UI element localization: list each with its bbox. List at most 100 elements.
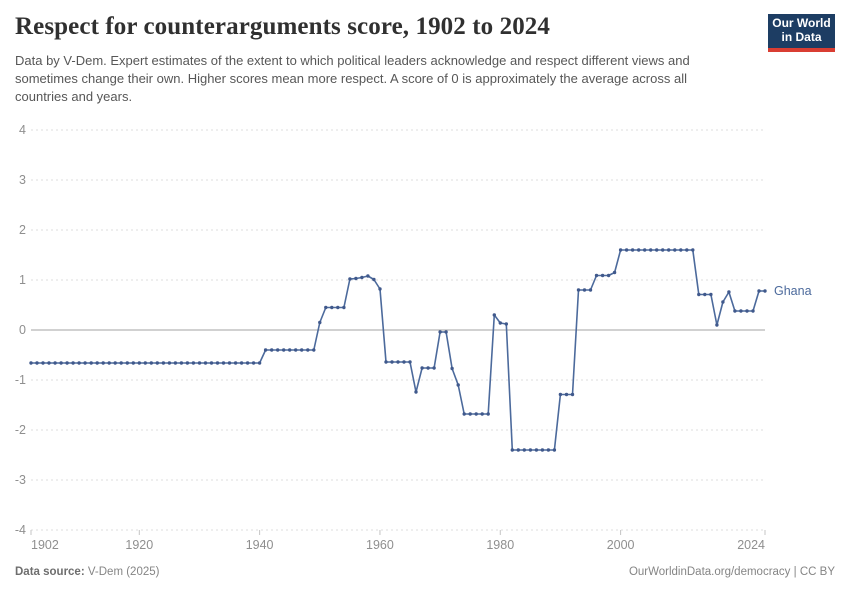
data-point	[83, 361, 87, 365]
data-point	[522, 448, 526, 452]
data-point	[245, 361, 250, 365]
data-point	[312, 348, 316, 352]
data-point	[576, 288, 581, 292]
data-point	[480, 412, 484, 416]
data-point	[294, 348, 298, 352]
data-point	[757, 289, 761, 293]
data-point	[221, 361, 226, 365]
y-tick-label: -2	[15, 423, 26, 437]
data-point	[191, 361, 196, 365]
data-point	[119, 361, 123, 365]
data-point	[763, 289, 767, 293]
data-point	[618, 248, 623, 252]
data-point	[342, 305, 346, 310]
data-point	[263, 348, 268, 352]
data-point	[564, 392, 569, 397]
data-point	[29, 361, 33, 365]
data-point	[203, 361, 208, 365]
y-gridlines	[31, 129, 765, 531]
data-point	[185, 361, 190, 365]
page-title: Respect for counterarguments score, 1902…	[15, 13, 551, 40]
data-point	[53, 361, 57, 365]
series-points-ghana	[29, 248, 767, 452]
data-point	[739, 309, 743, 313]
data-point	[41, 361, 45, 365]
data-point	[510, 448, 514, 452]
owid-logo-line2: in Data	[781, 30, 822, 44]
footer-separator: |	[793, 566, 797, 578]
data-point	[125, 361, 129, 365]
data-point	[390, 360, 394, 364]
data-point	[113, 361, 117, 365]
data-point	[673, 248, 677, 252]
y-tick-label: 1	[19, 273, 26, 287]
y-tick-label: 0	[19, 323, 26, 337]
data-point	[444, 330, 448, 334]
data-source-note: Data source: V-Dem (2025)	[15, 566, 159, 578]
data-point	[420, 366, 424, 370]
data-point	[77, 361, 81, 365]
data-point	[733, 309, 737, 313]
data-point	[643, 248, 647, 252]
y-axis-labels: 4 3 2 1 0 -1 -2 -3 -4	[15, 123, 26, 537]
data-point	[492, 313, 496, 317]
data-point	[35, 361, 39, 365]
y-tick-label: -3	[15, 473, 26, 487]
data-point	[348, 277, 352, 281]
data-point	[306, 348, 310, 352]
data-point	[149, 361, 153, 365]
data-point	[745, 309, 749, 313]
data-point	[366, 274, 370, 278]
data-point	[215, 361, 220, 365]
data-point	[71, 361, 75, 365]
y-tick-label: -1	[15, 373, 26, 387]
data-point	[137, 361, 141, 365]
data-point	[504, 322, 508, 326]
data-point	[384, 360, 388, 364]
data-point	[751, 309, 755, 313]
owid-logo[interactable]: Our World in Data	[768, 14, 835, 52]
license-link[interactable]: CC BY	[799, 566, 835, 578]
data-point	[227, 361, 232, 365]
data-point	[288, 348, 292, 352]
data-point	[414, 390, 418, 394]
data-point	[582, 288, 587, 292]
data-point	[360, 275, 364, 280]
data-source-label: Data source:	[15, 566, 85, 578]
entity-label-ghana[interactable]: Ghana	[774, 284, 812, 298]
data-point	[606, 273, 611, 278]
data-point	[516, 448, 520, 452]
data-point	[450, 366, 454, 371]
data-point	[667, 248, 671, 252]
data-point	[456, 383, 460, 387]
data-point	[546, 448, 551, 452]
chart-subtitle: Data by V-Dem. Expert estimates of the e…	[15, 53, 690, 104]
data-point	[89, 361, 93, 365]
data-point	[498, 321, 502, 325]
data-point	[318, 320, 322, 325]
data-point	[534, 448, 539, 452]
data-point	[486, 412, 490, 416]
data-point	[426, 366, 430, 370]
data-point	[131, 361, 135, 365]
data-point	[354, 276, 358, 281]
data-point	[378, 287, 382, 291]
data-point	[257, 361, 262, 365]
chart-footer: Data source: V-Dem (2025) OurWorldinData…	[15, 566, 835, 578]
data-point	[703, 292, 707, 297]
data-point	[101, 361, 105, 365]
data-point	[552, 448, 557, 452]
data-point	[336, 305, 340, 310]
x-tick-label: 2024	[737, 538, 765, 552]
y-tick-label: 2	[19, 223, 26, 237]
data-point	[462, 412, 466, 416]
data-point	[300, 348, 304, 352]
owid-democracy-link[interactable]: OurWorldinData.org/democracy	[628, 566, 791, 578]
data-point	[600, 273, 605, 278]
data-point	[721, 300, 725, 304]
data-point	[528, 448, 533, 452]
data-point	[402, 360, 406, 364]
data-point	[570, 392, 575, 397]
